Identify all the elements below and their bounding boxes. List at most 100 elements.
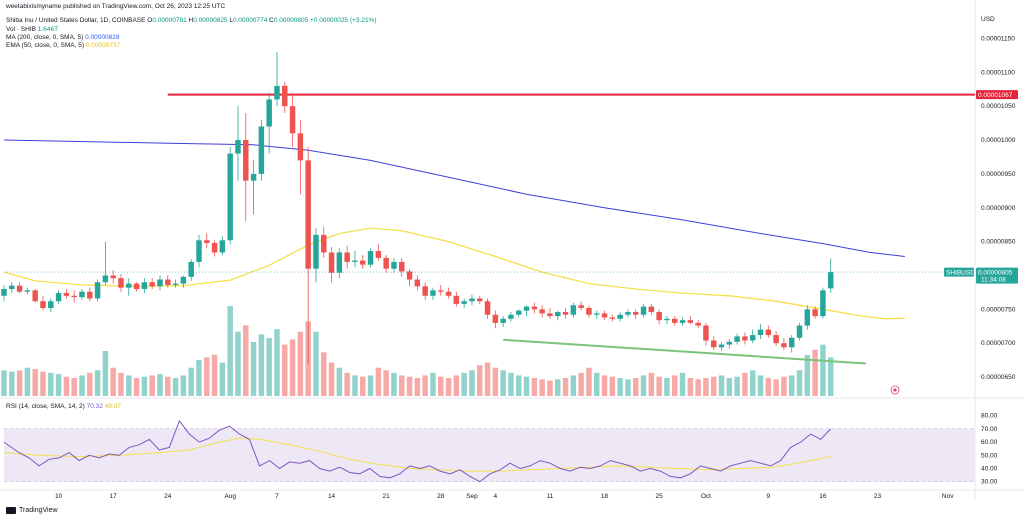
- time-tick-label: 24: [164, 493, 172, 500]
- candle-body: [734, 336, 740, 342]
- tradingview-logo[interactable]: TradingView: [6, 507, 58, 514]
- candle-body: [165, 279, 171, 285]
- volume-bar: [375, 367, 382, 396]
- volume-legend[interactable]: Vol · SHIB 1.646T: [6, 26, 59, 33]
- time-tick-label: 10: [55, 493, 63, 500]
- candle-body: [204, 240, 210, 243]
- volume-bar: [547, 380, 553, 396]
- volume-bar: [461, 372, 467, 396]
- volume-bar: [297, 331, 304, 396]
- candle-body: [172, 283, 179, 285]
- candle-body: [352, 260, 358, 262]
- candle-body: [796, 325, 803, 338]
- volume-value: 1.646T: [37, 26, 59, 33]
- volume-bars: [1, 306, 834, 396]
- volume-bar: [79, 375, 85, 396]
- volume-bar: [258, 334, 265, 396]
- candle-body: [500, 318, 506, 323]
- candle-body: [781, 343, 787, 348]
- volume-bar: [812, 349, 818, 396]
- symbol-legend[interactable]: Shiba Inu / United States Dollar, 1D, CO…: [6, 17, 377, 24]
- candle-body: [87, 291, 93, 299]
- candle-body: [399, 261, 405, 272]
- time-tick-label: Nov: [942, 493, 954, 500]
- time-tick-label: 17: [110, 493, 118, 500]
- candle-body: [601, 313, 608, 318]
- price-tick-label: 0.00001100: [981, 69, 1015, 76]
- axes: 0.00001150 0.00001100 0.00001050 0.00001000…: [55, 35, 1016, 500]
- volume-bar: [718, 375, 725, 396]
- candle-body: [258, 126, 265, 174]
- volume-bar: [788, 375, 795, 396]
- volume-bar: [180, 375, 187, 396]
- symbol-title: Shiba Inu / United States Dollar, 1D, CO…: [6, 17, 146, 24]
- price-tick-label: 0.00001150: [981, 35, 1015, 42]
- candle-body: [757, 329, 764, 336]
- candle-body: [24, 290, 31, 292]
- candle-body: [196, 240, 202, 262]
- volume-bar: [289, 339, 296, 396]
- candle-body: [149, 282, 155, 287]
- candle-body: [430, 290, 436, 296]
- volume-bar: [781, 376, 787, 396]
- candle-body: [625, 312, 631, 315]
- candle-body: [157, 279, 163, 287]
- candle-body: [336, 252, 343, 273]
- time-tick-label: Aug: [224, 493, 236, 500]
- candle-body: [79, 291, 85, 298]
- volume-bar: [141, 376, 148, 396]
- candle-body: [141, 282, 148, 290]
- candle-body: [313, 234, 319, 269]
- volume-bar: [414, 378, 421, 396]
- volume-bar: [344, 372, 350, 396]
- high-value: 0.00000825: [193, 17, 228, 24]
- volume-bar: [625, 379, 631, 396]
- candle-body: [321, 234, 327, 253]
- volume-bar: [804, 354, 811, 396]
- candle-body: [48, 301, 54, 308]
- candle-body: [749, 335, 756, 341]
- volume-bar: [383, 370, 389, 396]
- volume-bar: [211, 354, 218, 396]
- candle-body: [133, 283, 140, 290]
- volume-bar: [617, 378, 623, 396]
- volume-bar: [742, 372, 748, 396]
- candle-body: [63, 293, 70, 296]
- ema-legend[interactable]: EMA (50, close, 0, SMA, 5) 0.00000737: [6, 42, 121, 49]
- candle-body: [726, 341, 733, 345]
- candle-body: [274, 85, 280, 100]
- volume-bar: [204, 357, 210, 396]
- candle-body: [71, 295, 77, 298]
- volume-bar: [32, 369, 38, 396]
- resistance-price-label: 0.00001067: [978, 92, 1013, 99]
- candle-body: [289, 106, 296, 134]
- candle-body: [609, 317, 616, 319]
- volume-bar: [250, 342, 257, 396]
- ma-legend[interactable]: MA (200, close, 0, SMA, 5) 0.00000828: [6, 34, 120, 41]
- volume-bar: [734, 376, 740, 396]
- volume-bar: [16, 370, 23, 396]
- price-tick-label: 0.00001050: [981, 103, 1016, 110]
- candle-body: [594, 313, 600, 315]
- candle-body: [710, 340, 717, 348]
- event-marker[interactable]: [890, 385, 900, 395]
- volume-bar: [157, 374, 163, 396]
- volume-bar: [555, 379, 561, 396]
- volume-bar: [40, 371, 46, 396]
- volume-bar: [656, 376, 662, 396]
- rsi-legend[interactable]: RSI (14, close, SMA, 14, 2) 70.32 49.07: [6, 403, 121, 410]
- candle-body: [375, 251, 382, 258]
- volume-bar: [438, 376, 444, 396]
- candle-body: [547, 313, 553, 317]
- volume-bar: [63, 376, 70, 396]
- publish-info: weetabixismyname published on TradingVie…: [6, 3, 226, 10]
- candle-body: [391, 261, 397, 269]
- price-tick-label: 0.00001000: [981, 137, 1016, 144]
- candle-body: [539, 309, 545, 314]
- price-tick-label: 0.00000900: [981, 205, 1016, 212]
- rsi-line: [3, 419, 832, 483]
- rsi-tick-label: 50.00: [981, 452, 998, 459]
- candle-body: [765, 329, 772, 336]
- support-trendline[interactable]: [503, 338, 866, 365]
